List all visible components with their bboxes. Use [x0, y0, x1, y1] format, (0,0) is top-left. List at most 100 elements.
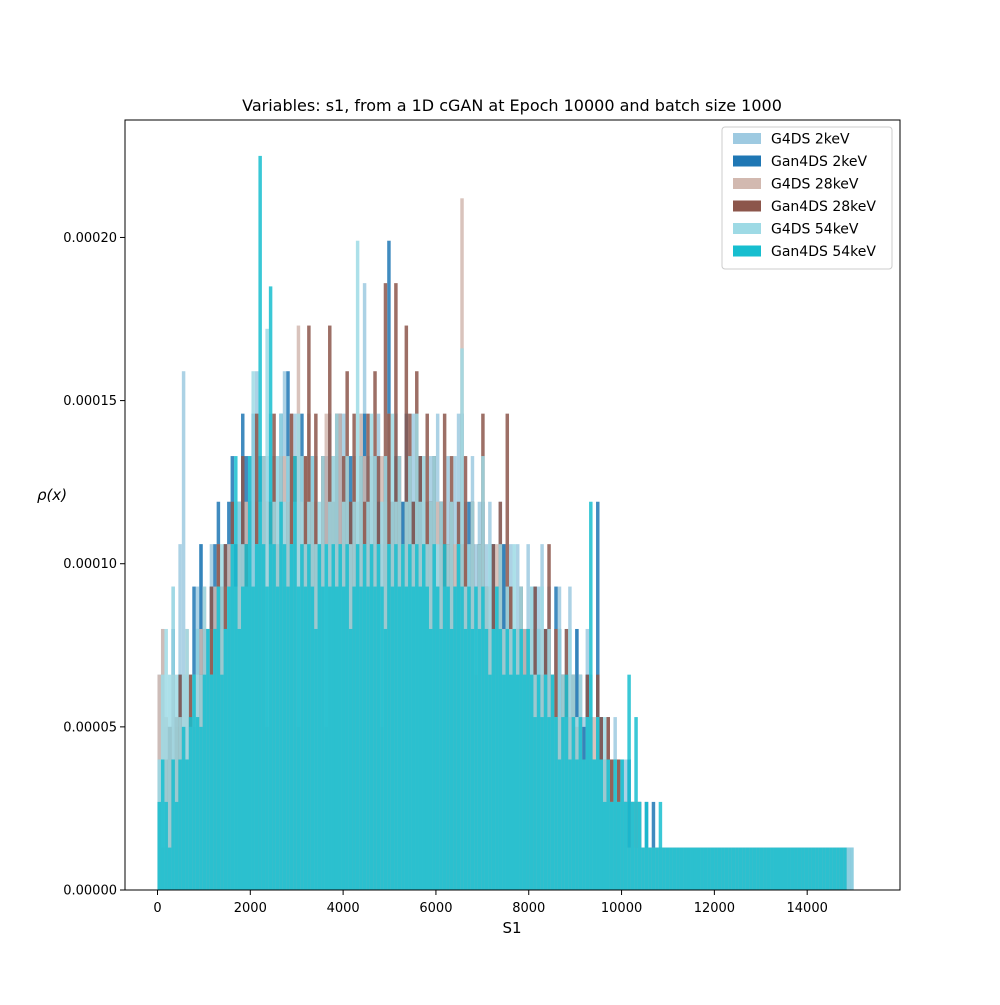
histogram-bar: [359, 586, 363, 890]
histogram-bar: [202, 674, 207, 890]
histogram-bar: [547, 717, 551, 890]
histogram-bar: [676, 847, 680, 890]
histogram-bar: [599, 759, 603, 890]
x-tick-label: 8000: [512, 901, 545, 916]
histogram-bar: [324, 544, 329, 890]
histogram-bar: [268, 286, 273, 890]
histogram-bar: [188, 717, 193, 890]
histogram-bar: [258, 155, 262, 890]
histogram-bar: [254, 544, 259, 890]
histogram-bar: [700, 847, 704, 890]
histogram-bar: [428, 628, 433, 890]
histogram-bar: [658, 801, 663, 890]
series-group: [157, 155, 847, 890]
histogram-bar: [839, 847, 844, 890]
histogram-bar: [449, 628, 454, 890]
histogram-bar: [376, 544, 381, 890]
histogram-bar: [282, 544, 287, 890]
legend-swatch: [733, 200, 761, 212]
histogram-bar: [415, 544, 419, 890]
legend-label: G4DS 54keV: [771, 222, 859, 238]
histogram-bar: [481, 586, 485, 890]
histogram-bar: [602, 801, 607, 890]
histogram-bar: [174, 674, 179, 890]
histogram-bar: [613, 759, 617, 890]
histogram-bar: [804, 847, 809, 890]
histogram-bar: [752, 847, 757, 890]
histogram-bar: [735, 847, 739, 890]
legend-swatch: [733, 245, 761, 257]
chart-title: Variables: s1, from a 1D cGAN at Epoch 1…: [242, 96, 782, 115]
histogram-bar: [289, 544, 294, 890]
histogram-bar: [710, 847, 715, 890]
histogram-bar: [616, 801, 621, 890]
histogram-bar: [265, 586, 269, 890]
histogram-bar: [261, 544, 266, 890]
histogram-bar: [442, 544, 447, 890]
histogram-bar: [199, 726, 203, 890]
histogram-bar: [522, 674, 527, 890]
histogram-bar: [362, 544, 367, 890]
histogram-bar: [582, 759, 586, 890]
legend-swatch: [733, 223, 761, 234]
x-tick-label: 0: [153, 901, 161, 916]
histogram-bar: [317, 544, 322, 890]
histogram-bar: [519, 628, 523, 890]
histogram-bar: [227, 586, 231, 890]
y-axis-label: ρ(x): [37, 486, 67, 504]
histogram-bar: [526, 628, 530, 890]
histogram-bar: [756, 847, 760, 890]
y-axis-ticks: 0.00000 0.00005 0.00010 0.00015 0.00020: [63, 231, 125, 899]
histogram-bar: [564, 674, 569, 890]
histogram-bar: [467, 586, 471, 890]
histogram-bar: [460, 586, 464, 890]
histogram-bar: [411, 586, 416, 890]
histogram-bar: [463, 628, 468, 890]
histogram-bar: [300, 544, 304, 890]
histogram-bar: [209, 674, 214, 890]
histogram-bar: [167, 674, 172, 890]
x-axis-label: S1: [502, 919, 521, 937]
histogram-bar: [578, 717, 583, 890]
x-tick-label: 10000: [601, 901, 642, 916]
histogram-bar: [251, 586, 255, 890]
histogram-bar: [512, 628, 516, 890]
x-tick-label: 12000: [694, 901, 735, 916]
histogram-bar: [644, 801, 649, 890]
histogram-bar: [453, 586, 457, 890]
histogram-bar: [543, 674, 548, 890]
histogram-bar: [373, 586, 377, 890]
histogram-bar: [383, 628, 388, 890]
legend-label: Gan4DS 28keV: [771, 199, 876, 215]
histogram-bar: [550, 674, 555, 890]
histogram-bar: [690, 847, 694, 890]
histogram-bar: [783, 847, 788, 890]
histogram-bar: [554, 717, 558, 890]
histogram-bar: [627, 674, 631, 890]
histogram-bar: [714, 847, 718, 890]
histogram-bar: [623, 801, 628, 890]
histogram-bar: [192, 674, 196, 890]
histogram-bar: [404, 586, 409, 890]
x-tick-label: 6000: [419, 901, 452, 916]
legend: G4DS 2keV Gan4DS 2keV G4DS 28keV Gan4DS 28k…: [721, 126, 893, 270]
histogram-bar: [167, 847, 172, 890]
histogram-bar: [477, 628, 482, 890]
histogram-bar: [394, 544, 398, 890]
histogram-bar: [425, 586, 429, 890]
histogram-bar: [766, 847, 771, 890]
histogram-bar: [648, 847, 652, 890]
histogram-bar: [279, 501, 283, 890]
histogram-bar: [693, 847, 697, 890]
bars-layer: [157, 155, 854, 891]
histogram-bar: [456, 544, 461, 890]
histogram-bar: [630, 801, 635, 890]
histogram-bar: [348, 628, 353, 890]
histogram-bar: [832, 847, 837, 890]
histogram-bar: [818, 847, 823, 890]
histogram-bar: [446, 586, 450, 890]
histogram-bar: [533, 717, 537, 890]
histogram-bar: [770, 847, 774, 890]
histogram-bar: [216, 586, 221, 890]
